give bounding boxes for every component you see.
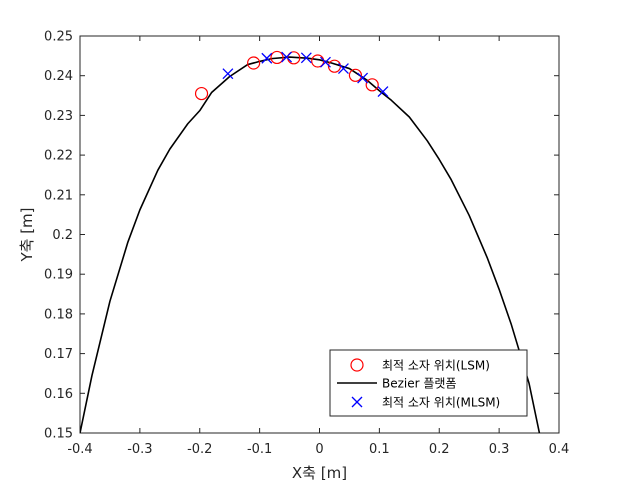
x-tick-label: 0.3 <box>489 442 510 457</box>
y-tick-label: 0.15 <box>44 427 73 442</box>
x-axis-label: X축 [m] <box>292 464 347 482</box>
data-point-mlsm <box>337 63 349 75</box>
y-axis-label: Y축 [m] <box>18 207 36 262</box>
legend-circle-swatch <box>350 358 364 372</box>
legend-x-swatch <box>351 396 363 408</box>
data-point-mlsm <box>261 52 273 64</box>
ticks-layer: -0.4 -0.3 -0.2 -0.1 0 0.1 0.2 0.3 0.4 0.15 0.16 0.1… <box>44 30 569 458</box>
data-point-mlsm <box>222 68 234 80</box>
x-tick-label: 0.4 <box>549 442 570 457</box>
data-point-lsm <box>270 50 284 65</box>
y-tick-label: 0.19 <box>44 268 73 283</box>
x-tick-label: -0.2 <box>187 442 212 457</box>
x-tick-label: 0.2 <box>429 442 450 457</box>
legend-entry: Bezier 플랫폼 <box>337 377 457 391</box>
data-point-mlsm <box>320 56 331 68</box>
x-tick-label: -0.1 <box>247 442 272 457</box>
series-2-markers <box>222 51 389 98</box>
y-tick-label: 0.16 <box>44 387 73 402</box>
y-tick-label: 0.21 <box>44 188 73 203</box>
data-point-mlsm <box>377 86 389 98</box>
legend-label: 최적 소자 위치(MLSM) <box>382 396 500 410</box>
y-tick-label: 0.18 <box>44 307 73 322</box>
data-point-mlsm <box>357 72 369 84</box>
series-layer <box>80 50 559 433</box>
data-point-lsm <box>365 78 379 92</box>
x-tick-label: -0.4 <box>67 442 92 457</box>
legend-entry: 최적 소자 위치(MLSM) <box>351 396 500 410</box>
data-point-mlsm <box>300 52 312 64</box>
x-tick-label: 0.1 <box>369 442 390 457</box>
data-point-lsm <box>247 56 261 70</box>
y-tick-label: 0.24 <box>44 69 73 84</box>
x-tick-label: 0 <box>315 442 323 457</box>
y-tick-label: 0.22 <box>44 149 73 164</box>
y-tick-label: 0.2 <box>52 228 73 243</box>
y-tick-label: 0.17 <box>44 347 73 362</box>
legend-label: Bezier 플랫폼 <box>382 377 457 391</box>
legend-entry: 최적 소자 위치(LSM) <box>350 358 490 373</box>
data-point-lsm <box>194 86 209 101</box>
data-point-lsm <box>348 68 363 82</box>
data-point-mlsm <box>281 51 293 63</box>
y-tick-label: 0.25 <box>44 30 73 45</box>
y-tick-label: 0.23 <box>44 109 73 124</box>
x-tick-label: -0.3 <box>127 442 152 457</box>
series-line-bezier-platform <box>80 56 559 433</box>
legend-label: 최적 소자 위치(LSM) <box>382 359 490 373</box>
